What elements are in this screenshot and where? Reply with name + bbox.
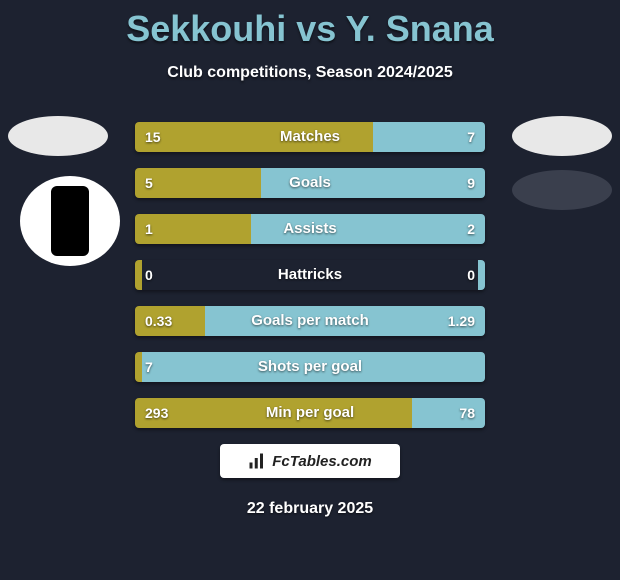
player-right-club-logo (512, 170, 612, 210)
stat-label: Assists (135, 214, 485, 244)
club-badge-left (20, 176, 120, 266)
date-label: 22 february 2025 (0, 500, 620, 518)
club-badge-inner (51, 186, 89, 256)
stat-label: Shots per goal (135, 352, 485, 382)
stat-row: 00Hattricks (135, 260, 485, 290)
stat-label: Matches (135, 122, 485, 152)
page-title: Sekkouhi vs Y. Snana (0, 0, 620, 50)
brand-badge[interactable]: FcTables.com (220, 444, 400, 478)
stat-label: Goals (135, 168, 485, 198)
stat-row: 59Goals (135, 168, 485, 198)
stats-container: 157Matches 59Goals 12Assists 00Hattricks 0.3… (135, 122, 485, 444)
brand-text: FcTables.com (272, 453, 371, 470)
chart-icon (248, 452, 266, 470)
stat-label: Min per goal (135, 398, 485, 428)
player-left-logo (8, 116, 108, 156)
stat-row: 0.331.29Goals per match (135, 306, 485, 336)
player-right-logo (512, 116, 612, 156)
stat-row: 7Shots per goal (135, 352, 485, 382)
stat-row: 157Matches (135, 122, 485, 152)
stat-label: Hattricks (135, 260, 485, 290)
page-subtitle: Club competitions, Season 2024/2025 (0, 64, 620, 82)
stat-row: 29378Min per goal (135, 398, 485, 428)
stat-label: Goals per match (135, 306, 485, 336)
stat-row: 12Assists (135, 214, 485, 244)
